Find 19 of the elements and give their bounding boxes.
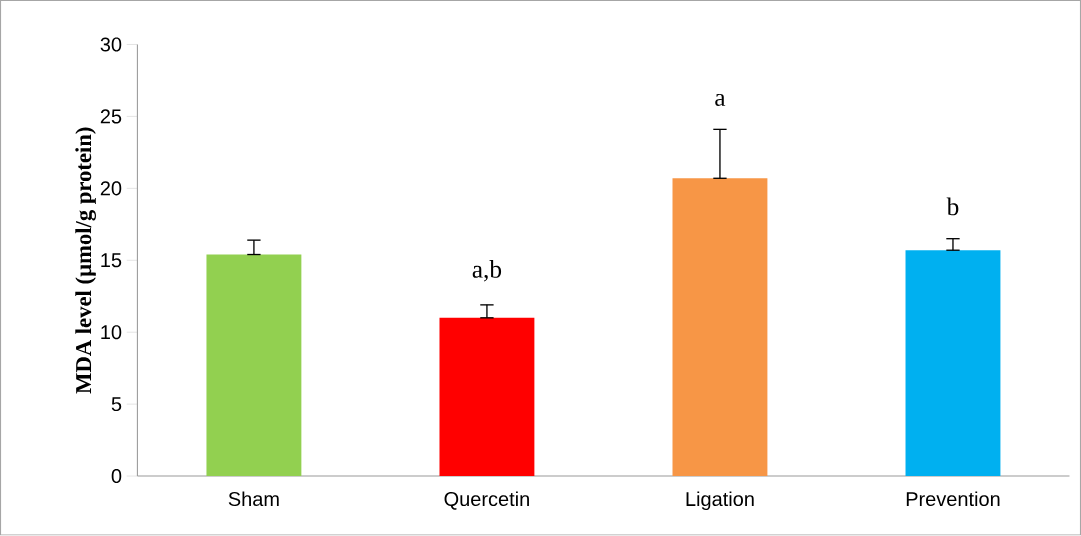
y-tick-label: 25 bbox=[100, 109, 122, 124]
y-tick-label: 20 bbox=[100, 181, 122, 196]
y-axis-title: MDA level (µmol/g protein) bbox=[75, 127, 96, 394]
y-tick-label: 30 bbox=[100, 37, 122, 52]
bar bbox=[206, 254, 302, 477]
data-label: b bbox=[946, 197, 959, 216]
y-tick-label: 0 bbox=[111, 469, 122, 484]
bar bbox=[905, 250, 1001, 477]
data-label: a bbox=[715, 94, 726, 107]
y-tick-label: 10 bbox=[101, 325, 122, 340]
data-label: a,b bbox=[472, 260, 502, 282]
bar bbox=[439, 318, 535, 477]
y-tick-label: 5 bbox=[111, 397, 122, 412]
x-tick-label: Quercetin bbox=[444, 491, 529, 510]
x-tick-label: Ligation bbox=[686, 491, 754, 511]
y-tick-label: 15 bbox=[101, 253, 122, 268]
x-tick-label: Sham bbox=[228, 491, 279, 507]
bar bbox=[672, 178, 768, 477]
x-tick-label: Prevention bbox=[906, 491, 1000, 507]
